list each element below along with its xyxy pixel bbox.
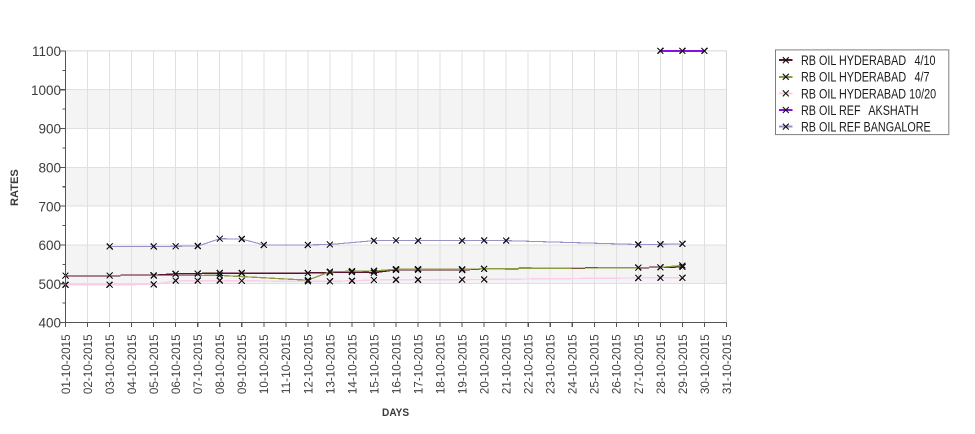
svg-text:04-10-2015: 04-10-2015 (125, 334, 139, 394)
svg-text:08-10-2015: 08-10-2015 (213, 334, 227, 394)
svg-text:RB OIL HYDERABAD 10/20: RB OIL HYDERABAD 10/20 (801, 86, 936, 101)
svg-text:900: 900 (38, 122, 61, 137)
svg-text:23-10-2015: 23-10-2015 (544, 334, 558, 394)
svg-text:02-10-2015: 02-10-2015 (81, 334, 95, 394)
svg-text:16-10-2015: 16-10-2015 (389, 334, 403, 394)
svg-text:21-10-2015: 21-10-2015 (500, 334, 514, 394)
svg-text:600: 600 (38, 238, 61, 253)
svg-text:18-10-2015: 18-10-2015 (433, 334, 447, 394)
svg-text:12-10-2015: 12-10-2015 (301, 334, 315, 394)
svg-text:28-10-2015: 28-10-2015 (654, 334, 668, 394)
svg-text:14-10-2015: 14-10-2015 (345, 334, 359, 394)
svg-text:800: 800 (38, 161, 61, 176)
svg-text:27-10-2015: 27-10-2015 (632, 334, 646, 394)
svg-text:30-10-2015: 30-10-2015 (698, 334, 712, 394)
svg-text:10-10-2015: 10-10-2015 (257, 334, 271, 394)
svg-text:400: 400 (38, 316, 61, 331)
svg-text:1100: 1100 (32, 44, 61, 59)
svg-text:RB OIL REF AKSHATH: RB OIL REF AKSHATH (801, 103, 919, 118)
svg-text:01-10-2015: 01-10-2015 (59, 334, 73, 394)
svg-text:RB OIL HYDERABAD 4/10: RB OIL HYDERABAD 4/10 (801, 53, 936, 68)
svg-text:29-10-2015: 29-10-2015 (676, 334, 690, 394)
svg-text:09-10-2015: 09-10-2015 (235, 334, 249, 394)
svg-text:RATES: RATES (9, 169, 21, 206)
svg-text:11-10-2015: 11-10-2015 (279, 334, 293, 394)
svg-text:RB OIL REF BANGALORE: RB OIL REF BANGALORE (801, 120, 931, 135)
svg-text:26-10-2015: 26-10-2015 (610, 334, 624, 394)
svg-text:RB OIL HYDERABAD 4/7: RB OIL HYDERABAD 4/7 (801, 70, 930, 85)
svg-text:19-10-2015: 19-10-2015 (456, 334, 470, 394)
svg-text:1000: 1000 (31, 83, 61, 98)
svg-text:13-10-2015: 13-10-2015 (323, 334, 337, 394)
svg-text:22-10-2015: 22-10-2015 (522, 334, 536, 394)
svg-text:25-10-2015: 25-10-2015 (588, 334, 602, 394)
svg-text:DAYS: DAYS (382, 407, 409, 419)
svg-text:24-10-2015: 24-10-2015 (566, 334, 580, 394)
svg-text:07-10-2015: 07-10-2015 (191, 334, 205, 394)
svg-text:17-10-2015: 17-10-2015 (411, 334, 425, 394)
svg-text:31-10-2015: 31-10-2015 (720, 334, 734, 394)
svg-text:06-10-2015: 06-10-2015 (169, 334, 183, 394)
svg-text:500: 500 (38, 277, 61, 292)
svg-text:700: 700 (38, 199, 61, 214)
svg-text:03-10-2015: 03-10-2015 (103, 334, 117, 394)
svg-text:05-10-2015: 05-10-2015 (147, 334, 161, 394)
svg-text:20-10-2015: 20-10-2015 (478, 334, 492, 394)
svg-text:15-10-2015: 15-10-2015 (367, 334, 381, 394)
